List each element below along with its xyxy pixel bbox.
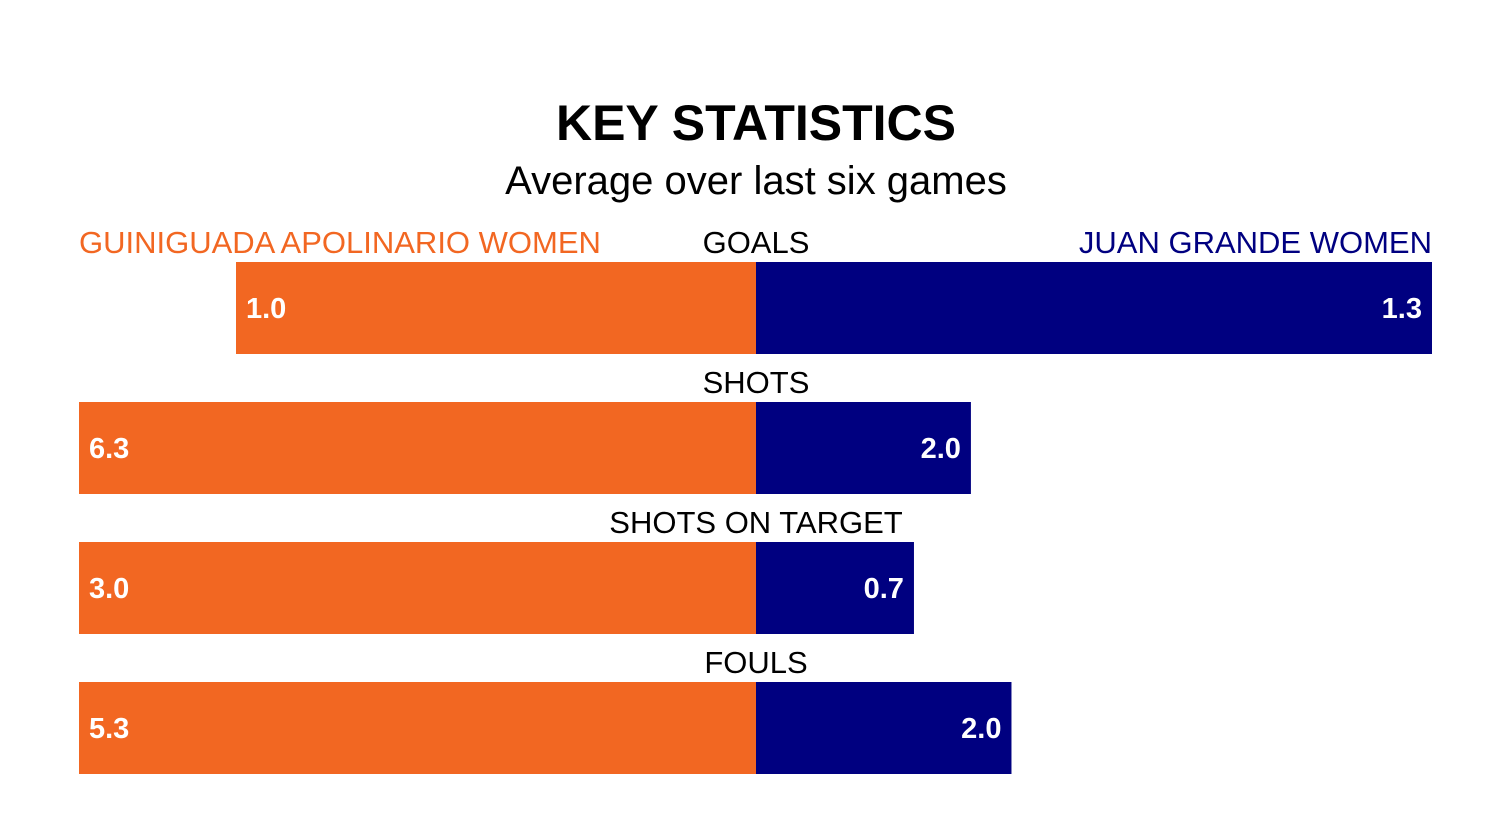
bar-left-shots-on-target	[79, 542, 756, 634]
bar-right-fouls	[756, 682, 1012, 774]
value-right-fouls: 2.0	[961, 713, 1001, 745]
value-left-shots-on-target: 3.0	[89, 573, 129, 605]
bar-right-goals	[756, 262, 1432, 354]
right-team-label: JUAN GRANDE WOMEN	[1079, 225, 1432, 260]
category-label-goals: GOALS	[703, 225, 810, 260]
value-left-fouls: 5.3	[89, 713, 129, 745]
bar-rows: GOALS 1.0 1.3 SHOTS 6.3 2.0 SHOTS ON TARGET 3.0…	[79, 225, 1432, 774]
value-left-goals: 1.0	[246, 293, 286, 325]
category-label-shots: SHOTS	[703, 365, 810, 400]
category-label-shots-on-target: SHOTS ON TARGET	[609, 505, 902, 540]
value-right-goals: 1.3	[1382, 293, 1422, 325]
bar-right-shots-on-target	[756, 542, 914, 634]
left-team-label: GUINIGUADA APOLINARIO WOMEN	[79, 225, 601, 260]
bar-right-shots	[756, 402, 971, 494]
value-left-shots: 6.3	[89, 433, 129, 465]
category-label-fouls: FOULS	[704, 645, 807, 680]
bar-left-fouls	[79, 682, 756, 774]
value-right-shots-on-target: 0.7	[864, 573, 904, 605]
bar-left-goals	[236, 262, 756, 354]
chart-subtitle: Average over last six games	[505, 159, 1007, 203]
bar-left-shots	[79, 402, 756, 494]
value-right-shots: 2.0	[921, 433, 961, 465]
chart-title: KEY STATISTICS	[556, 95, 956, 151]
